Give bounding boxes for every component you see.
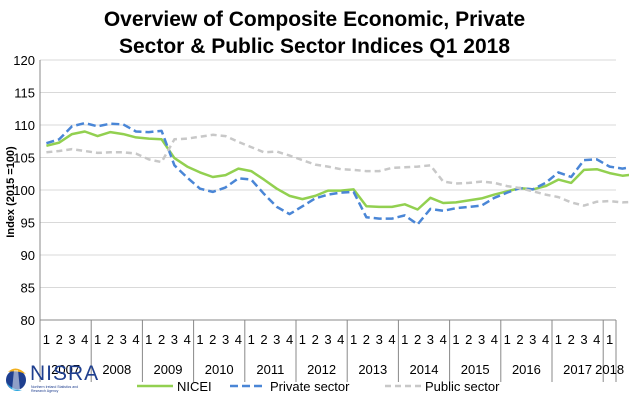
- y-tick-label: 80: [21, 313, 35, 328]
- x-quarter-label: 4: [184, 332, 191, 347]
- y-tick-label: 100: [13, 183, 35, 198]
- series-lines: [46, 121, 629, 226]
- y-tick-label: 95: [21, 216, 35, 231]
- x-quarter-label: 1: [555, 332, 562, 347]
- x-quarter-label: 1: [401, 332, 408, 347]
- chart-title: Overview of Composite Economic, Private …: [0, 6, 629, 60]
- x-year-label: 2011: [256, 362, 284, 377]
- x-quarter-label: 2: [260, 332, 267, 347]
- chart-title-line-2: Sector & Public Sector Indices Q1 2018: [119, 35, 510, 58]
- x-quarter-label: 1: [606, 332, 613, 347]
- x-quarter-label: 1: [248, 332, 255, 347]
- y-tick-label: 90: [21, 248, 35, 263]
- x-year-label: 2012: [307, 362, 336, 377]
- x-year-label: 2016: [512, 362, 541, 377]
- x-year-label: 2008: [102, 362, 131, 377]
- chart-title-line-1: Overview of Composite Economic, Private: [103, 8, 526, 31]
- x-quarter-label: 4: [542, 332, 549, 347]
- x-quarter-label: 3: [427, 332, 434, 347]
- y-axis-label: Index (2015 =100): [5, 146, 17, 238]
- x-quarter-label: 4: [286, 332, 293, 347]
- x-quarter-label: 4: [593, 332, 600, 347]
- x-quarter-label: 2: [516, 332, 523, 347]
- x-quarter-label: 3: [324, 332, 331, 347]
- x-quarter-label: 2: [158, 332, 165, 347]
- x-quarter-label: 3: [580, 332, 587, 347]
- x-quarter-label: 3: [273, 332, 280, 347]
- x-quarter-label: 2: [465, 332, 472, 347]
- x-quarter-label: 1: [452, 332, 459, 347]
- x-quarter-label: 1: [94, 332, 101, 347]
- x-quarter-label: 3: [171, 332, 178, 347]
- x-quarter-label: 2: [363, 332, 370, 347]
- x-year-label: 2013: [358, 362, 387, 377]
- x-quarter-label: 3: [222, 332, 229, 347]
- x-year-label: 2010: [205, 362, 234, 377]
- nisra-logo: [6, 368, 26, 391]
- logo-tagline: Northern Ireland Statistics and Research…: [31, 385, 79, 393]
- logo-wordmark: NISRA: [30, 362, 100, 385]
- x-year-label: 2009: [154, 362, 183, 377]
- x-year-label: 2007: [51, 362, 80, 377]
- legend: NICEI Private sector Public sector: [137, 379, 500, 394]
- legend-label: NICEI: [177, 379, 212, 394]
- x-quarter-label: 2: [56, 332, 63, 347]
- x-year-label: 2018: [595, 362, 624, 377]
- x-quarter-label: 4: [81, 332, 88, 347]
- x-quarter-label: 1: [299, 332, 306, 347]
- series-line-public-sector: [46, 133, 629, 207]
- y-axis-ticks: 80 85 90 95 100 105 110 115 120: [13, 53, 35, 328]
- x-quarter-label: 3: [120, 332, 127, 347]
- x-quarter-label: 2: [568, 332, 575, 347]
- x-quarter-label: 3: [529, 332, 536, 347]
- y-tick-label: 115: [14, 86, 35, 101]
- series-line-private-sector: [46, 121, 629, 226]
- legend-label: Public sector: [425, 379, 500, 394]
- x-quarter-label: 1: [145, 332, 152, 347]
- y-tick-label: 120: [13, 53, 35, 68]
- series-line-nicei: [46, 130, 629, 211]
- y-tick-label: 105: [13, 151, 35, 166]
- x-quarter-label: 4: [337, 332, 344, 347]
- x-year-label: 2015: [461, 362, 490, 377]
- x-quarter-label: 4: [235, 332, 242, 347]
- x-quarter-label: 2: [209, 332, 216, 347]
- x-quarter-label: 1: [504, 332, 511, 347]
- x-quarter-label: 4: [491, 332, 498, 347]
- gridlines: [39, 59, 616, 321]
- x-quarter-label: 2: [312, 332, 319, 347]
- legend-label: Private sector: [270, 379, 350, 394]
- x-quarter-label: 4: [388, 332, 395, 347]
- x-quarter-label: 1: [350, 332, 357, 347]
- x-quarter-label: 1: [196, 332, 203, 347]
- x-quarter-label: 2: [107, 332, 114, 347]
- x-quarter-label: 1: [43, 332, 50, 347]
- x-quarter-label: 3: [376, 332, 383, 347]
- x-quarter-label: 4: [132, 332, 139, 347]
- x-year-label: 2014: [410, 362, 439, 377]
- x-year-label: 2017: [563, 362, 592, 377]
- x-quarter-label: 2: [414, 332, 421, 347]
- y-tick-label: 110: [14, 118, 35, 133]
- x-quarter-label: 3: [68, 332, 75, 347]
- x-quarter-label: 4: [440, 332, 447, 347]
- y-tick-label: 85: [21, 281, 35, 296]
- x-quarter-label: 3: [478, 332, 485, 347]
